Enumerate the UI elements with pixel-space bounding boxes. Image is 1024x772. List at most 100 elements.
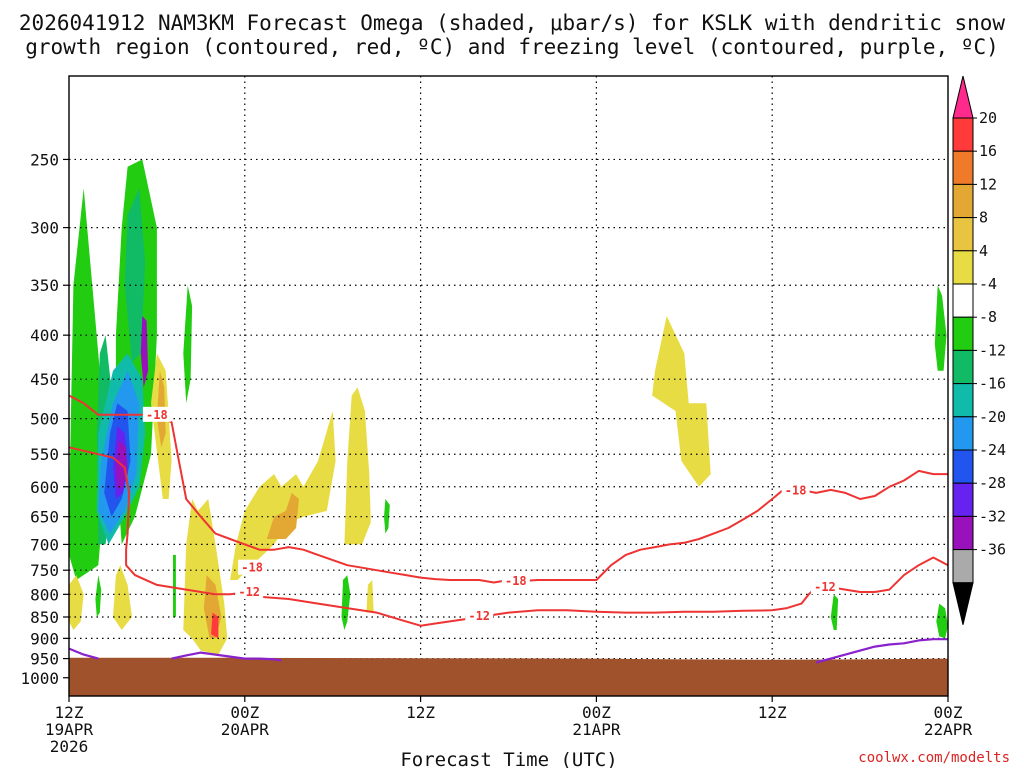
y-tick-label: 850 [30,608,59,627]
y-tick-label: 400 [30,326,59,345]
contour-label-bg [142,406,171,422]
colorbar-segment [952,549,974,584]
x-tick-label: 12Z [55,703,84,722]
colorbar-segment [952,482,974,517]
colorbar-segment [952,416,974,451]
contour-label-bg [810,579,839,595]
colorbar-label: -12 [979,341,1006,359]
y-tick-label: 300 [30,219,59,238]
colorbar-label: -36 [979,541,1006,559]
colorbar-segment [952,515,974,551]
omega-region-20 [113,565,132,630]
contour-label: -12 [814,580,836,594]
credit-text: coolwx.com/modelts [858,750,1010,766]
y-tick-label: 350 [30,276,59,295]
omega-region-29 [366,580,374,613]
colorbar-label: 8 [979,209,988,227]
y-tick-label: 900 [30,629,59,648]
contour-label: -18 [241,561,263,575]
y-tick-label: 950 [30,650,59,669]
colorbar-label: 12 [979,175,997,193]
freezing-level-line-1 [171,651,282,662]
y-tick-label: 800 [30,585,59,604]
omega-region-3 [124,188,146,363]
contour-label-bg [501,573,530,589]
omega-region-9 [140,316,149,388]
omega-region-30 [652,316,711,487]
omega-region-17 [936,603,948,639]
colorbar-segment [952,150,974,185]
colorbar-segment [952,316,974,351]
contour-label-bg [465,608,494,624]
colorbar-segment [952,283,974,318]
contour-label: -12 [238,585,260,599]
colorbar-label: 20 [979,109,997,127]
y-tick-label: 700 [30,535,59,554]
omega-region-28 [344,387,371,545]
colorbar-label: -32 [979,507,1006,525]
chart-title-line1: 2026041912 NAM3KM Forecast Omega (shaded… [19,11,1006,35]
omega-region-11 [95,575,102,617]
colorbar-label: -4 [979,275,997,293]
colorbar-arrow-top [952,75,974,119]
y-tick-label: 1000 [20,669,59,688]
colorbar-segment [952,217,974,252]
x-tick-label: 2026 [50,737,89,756]
plot-area: -18 -18 -18 -18 -12 -12 -12 [68,75,949,697]
colorbar-label: 4 [979,242,988,260]
y-tick-label: 450 [30,370,59,389]
y-tick-label: 650 [30,508,59,527]
x-tick-label: 00Z [582,703,611,722]
x-tick-label: 12Z [406,703,435,722]
freezing-level-line-2 [815,638,948,664]
x-tick-label: 22APR [924,720,973,739]
contour-label: -12 [468,609,490,623]
omega-region-15 [384,499,390,534]
omega-region-18 [934,285,947,371]
colorbar-arrow-bottom [952,582,974,625]
contour-label: -18 [785,483,807,497]
plot-frame [68,75,949,697]
x-axis-label: Forecast Time (UTC) [400,749,617,768]
freezing-level-line-0 [69,647,99,660]
contour-label-bg [238,559,267,575]
colorbar-label: -16 [979,375,1006,393]
colorbar-label: -24 [979,441,1006,459]
colorbar-segment [952,449,974,484]
x-tick-label: 00Z [230,703,259,722]
omega-region-27 [266,492,299,539]
x-tick-label: 00Z [934,703,963,722]
omega-region-26 [230,411,336,580]
terrain-fill [69,657,948,696]
omega-region-16 [830,594,839,630]
colorbar-label: -8 [979,308,997,326]
colorbar-label: 16 [979,142,997,160]
x-tick-label: 21APR [572,720,621,739]
colorbar-segment [952,383,974,418]
colorbar: 20 16 12 8 4 -4 -8 -12 -16 -20 -24 -28 -32 -36 [952,75,1006,625]
x-tick-label: 19APR [45,720,94,739]
colorbar-segment [952,349,974,385]
y-tick-label: 600 [30,478,59,497]
colorbar-label: -20 [979,408,1006,426]
chart-title-line2: growth region (contoured, red, ºC) and f… [25,35,999,59]
y-tick-label: 550 [30,445,59,464]
contour-label: -18 [146,408,168,422]
x-tick-label: 20APR [221,720,270,739]
y-tick-label: 750 [30,561,59,580]
contour-label: -18 [505,574,527,588]
y-tick-label: 500 [30,410,59,429]
omega-region-10 [183,285,193,404]
omega-region-25 [211,612,219,639]
y-axis: 250 300 350 400 450 500 550 600 650 700 750 800 850 9… [20,150,69,688]
contour-label-bg [235,583,264,599]
y-tick-label: 250 [30,150,59,169]
contour-label-bg [781,482,810,498]
colorbar-segment [952,250,974,285]
x-tick-label: 12Z [758,703,787,722]
omega-region-12 [173,554,176,617]
colorbar-label: -28 [979,474,1006,492]
omega-region-14 [341,575,351,630]
